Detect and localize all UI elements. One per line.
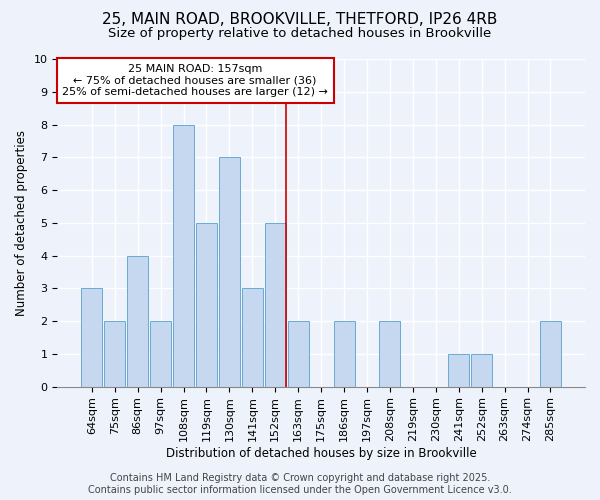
Bar bbox=[127, 256, 148, 386]
Bar bbox=[540, 321, 561, 386]
Bar bbox=[448, 354, 469, 386]
Bar bbox=[379, 321, 400, 386]
Text: 25 MAIN ROAD: 157sqm
← 75% of detached houses are smaller (36)
25% of semi-detac: 25 MAIN ROAD: 157sqm ← 75% of detached h… bbox=[62, 64, 328, 97]
Bar bbox=[81, 288, 103, 386]
Bar bbox=[471, 354, 492, 386]
Bar bbox=[104, 321, 125, 386]
Bar bbox=[196, 223, 217, 386]
Text: Size of property relative to detached houses in Brookville: Size of property relative to detached ho… bbox=[109, 28, 491, 40]
Bar bbox=[173, 124, 194, 386]
Bar bbox=[219, 158, 240, 386]
Bar bbox=[287, 321, 309, 386]
Text: 25, MAIN ROAD, BROOKVILLE, THETFORD, IP26 4RB: 25, MAIN ROAD, BROOKVILLE, THETFORD, IP2… bbox=[103, 12, 497, 28]
Bar bbox=[334, 321, 355, 386]
Bar bbox=[265, 223, 286, 386]
Y-axis label: Number of detached properties: Number of detached properties bbox=[15, 130, 28, 316]
Bar bbox=[150, 321, 171, 386]
Text: Contains HM Land Registry data © Crown copyright and database right 2025.
Contai: Contains HM Land Registry data © Crown c… bbox=[88, 474, 512, 495]
Bar bbox=[242, 288, 263, 386]
X-axis label: Distribution of detached houses by size in Brookville: Distribution of detached houses by size … bbox=[166, 447, 476, 460]
